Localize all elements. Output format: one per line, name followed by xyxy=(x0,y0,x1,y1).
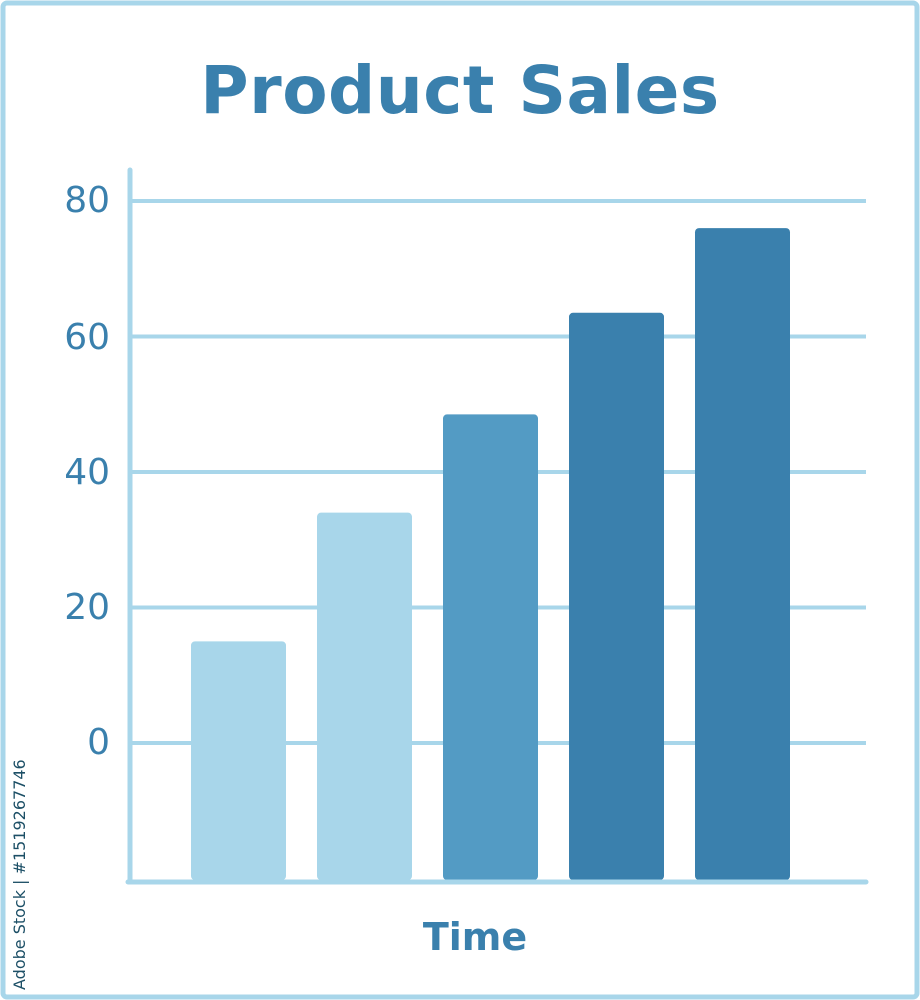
bar-3 xyxy=(443,414,538,880)
bar-5 xyxy=(695,228,790,881)
bar-2 xyxy=(317,512,412,880)
chart-title: Product Sales xyxy=(200,52,720,129)
y-tick-label: 40 xyxy=(64,452,110,493)
x-axis-label: Time xyxy=(422,915,528,959)
y-tick-label: 60 xyxy=(64,317,110,358)
bar-4 xyxy=(569,312,664,881)
bar-1 xyxy=(191,641,286,880)
y-tick-label: 0 xyxy=(87,722,110,763)
y-tick-label: 20 xyxy=(64,587,110,628)
y-tick-label: 80 xyxy=(64,180,110,221)
bars xyxy=(191,228,790,881)
watermark-id-text: Adobe Stock | #1519267746 xyxy=(10,759,29,990)
